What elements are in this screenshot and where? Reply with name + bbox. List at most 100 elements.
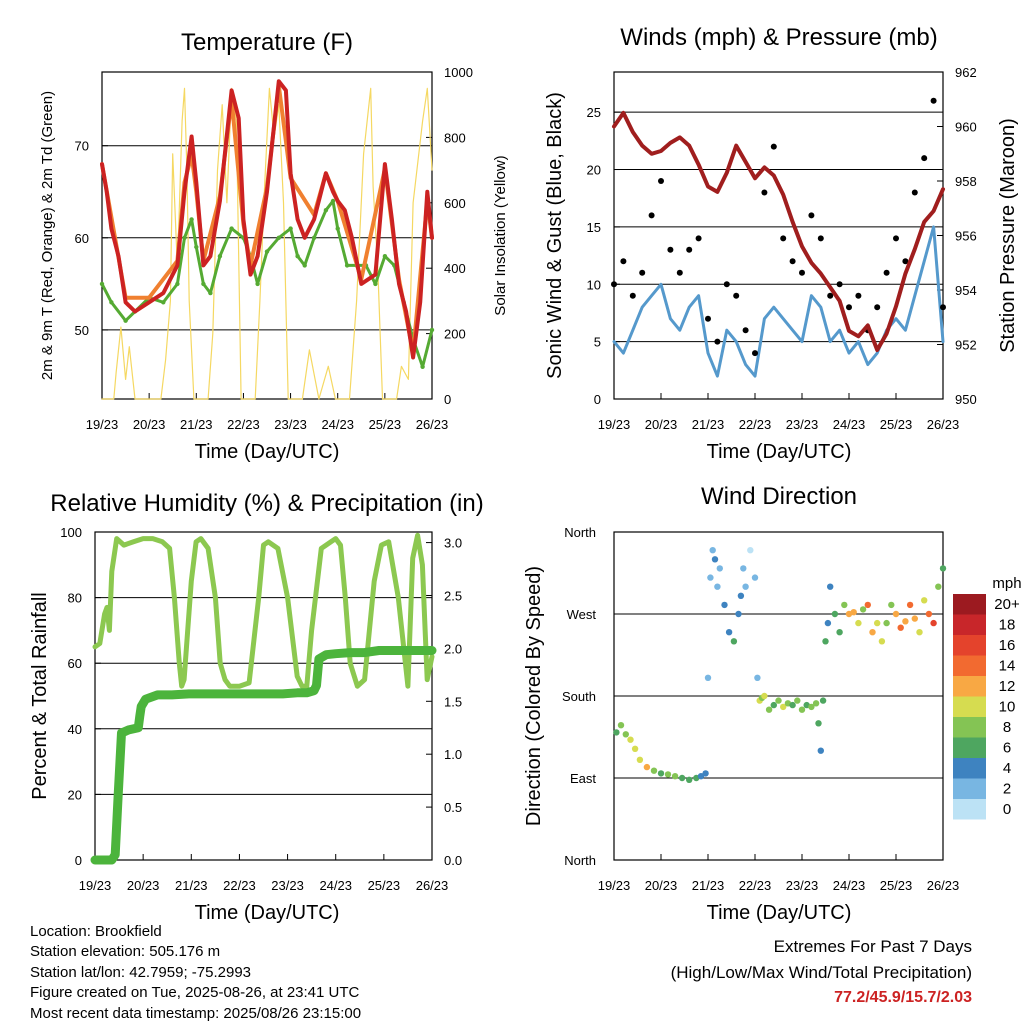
- x-tick-label: 19/23: [598, 417, 631, 432]
- y-tick-label: 100: [60, 525, 82, 540]
- wind-direction-point: [836, 629, 843, 636]
- gust-point: [799, 269, 805, 276]
- wind-direction-point: [817, 747, 824, 754]
- x-tick-label: 24/23: [833, 878, 866, 893]
- panel-title: Temperature (F): [181, 29, 353, 56]
- legend-swatch: [953, 758, 986, 779]
- gust-point: [629, 292, 636, 299]
- dewpoint-point: [311, 235, 317, 240]
- y-tick-label: 20: [68, 787, 82, 802]
- wind-direction-point: [704, 674, 712, 681]
- x-tick-label: 24/23: [321, 417, 354, 432]
- wind-direction-point: [855, 619, 862, 627]
- wind-direction-point: [707, 574, 714, 581]
- x-tick-label: 20/23: [127, 878, 160, 893]
- wind-direction-point: [935, 583, 942, 590]
- dewpoint-point: [229, 226, 234, 231]
- gust-point: [667, 246, 674, 253]
- wind-direction-point: [859, 606, 867, 613]
- pressure-line: [612, 110, 945, 352]
- panel-title: Wind Direction: [701, 483, 857, 510]
- legend-label: 8: [1003, 719, 1011, 736]
- x-tick-label: 23/23: [274, 417, 307, 432]
- y-tick-label: North: [564, 525, 596, 540]
- x-tick-label: 21/23: [175, 878, 208, 893]
- wind-direction-point: [765, 706, 773, 713]
- wind-direction-point: [702, 770, 709, 777]
- wind-direction-point: [921, 597, 928, 604]
- humidity-precip-panel: Relative Humidity (%) & Precipitation (i…: [29, 490, 484, 924]
- dewpoint-point: [175, 281, 180, 287]
- y-tick-label: 80: [68, 591, 82, 606]
- y-tick-label: North: [564, 853, 596, 868]
- panel-title: Relative Humidity (%) & Precipitation (i…: [50, 490, 483, 517]
- wind-direction-point: [740, 565, 747, 572]
- dewpoint-point: [194, 244, 199, 250]
- wind-direction-point: [697, 773, 705, 780]
- y2-tick-label: 952: [955, 338, 977, 353]
- legend-swatch: [953, 676, 986, 697]
- y2-tick-label: 1000: [444, 65, 473, 80]
- x-tick-label: 26/23: [416, 878, 449, 893]
- wind-direction-point: [798, 706, 806, 713]
- x-axis-label: Time (Day/UTC): [195, 902, 340, 924]
- wind-direction-point: [650, 767, 658, 774]
- x-tick-label: 26/23: [927, 878, 960, 893]
- dewpoint-point: [182, 235, 187, 240]
- y-axis-label: Sonic Wind & Gust (Blue, Black): [544, 92, 566, 379]
- wind-direction-point: [664, 771, 672, 778]
- gust-point: [940, 304, 946, 311]
- dewpoint-point: [255, 281, 260, 287]
- gust-point: [639, 269, 646, 276]
- gust-point: [770, 143, 777, 150]
- wind-direction-point: [730, 638, 738, 645]
- legend-swatch: [953, 594, 986, 615]
- gust-point: [705, 315, 711, 322]
- x-tick-label: 20/23: [133, 417, 166, 432]
- wind-direction-point: [808, 703, 815, 711]
- dewpoint-point: [335, 226, 340, 231]
- y2-tick-label: 954: [955, 283, 977, 298]
- y2-tick-label: 960: [955, 120, 977, 135]
- wind-direction-point: [812, 700, 820, 707]
- wind-direction-point: [864, 601, 871, 609]
- wind-direction-point: [789, 701, 796, 709]
- wind-direction-point: [714, 583, 721, 590]
- temperature-panel: Temperature (F) Time (Day/UTC) 2m & 9m T (…: [39, 29, 509, 463]
- wind-direction-point: [737, 592, 745, 599]
- gust-point: [695, 235, 702, 242]
- y-tick-label: 70: [75, 139, 89, 154]
- humidity-line: [92, 532, 435, 689]
- legend-label: 14: [999, 658, 1016, 675]
- x-tick-label: 19/23: [86, 417, 119, 432]
- wind-direction-point: [761, 692, 768, 700]
- speed-legend: mph 20+ 18 16 14 12 10 8 6 4 2 0: [953, 575, 1022, 820]
- wind-direction-point: [874, 619, 881, 627]
- gust-point: [874, 304, 881, 311]
- extremes-title: Extremes For Past 7 Days: [773, 937, 972, 956]
- wind-direction-point: [686, 776, 693, 783]
- y2-tick-label: 3.0: [444, 536, 462, 551]
- dewpoint-point: [208, 290, 213, 296]
- legend-label: 6: [1003, 740, 1011, 757]
- extremes-subtitle: (High/Low/Max Wind/Total Precipitation): [670, 962, 972, 982]
- wind-direction-point: [824, 619, 832, 627]
- x-tick-label: 25/23: [368, 878, 401, 893]
- x-tick-label: 25/23: [369, 417, 402, 432]
- legend-swatch: [953, 778, 986, 799]
- legend-swatch: [953, 614, 986, 635]
- wind-direction-point: [822, 638, 829, 645]
- y-tick-label: 10: [587, 277, 601, 292]
- gust-point: [620, 258, 627, 265]
- gust-point: [808, 212, 815, 219]
- y2-tick-label: 2.5: [444, 588, 462, 603]
- wind-direction-point: [906, 601, 914, 609]
- y2-tick-label: 962: [955, 65, 977, 80]
- dewpoint-point: [344, 263, 350, 268]
- y2-tick-label: 0.5: [444, 800, 462, 815]
- plot-frame: [101, 71, 433, 400]
- wind-direction-point: [751, 574, 759, 581]
- y-tick-label: 5: [594, 335, 601, 350]
- temp-2m-line: [100, 79, 434, 360]
- wind-direction-point: [721, 601, 728, 609]
